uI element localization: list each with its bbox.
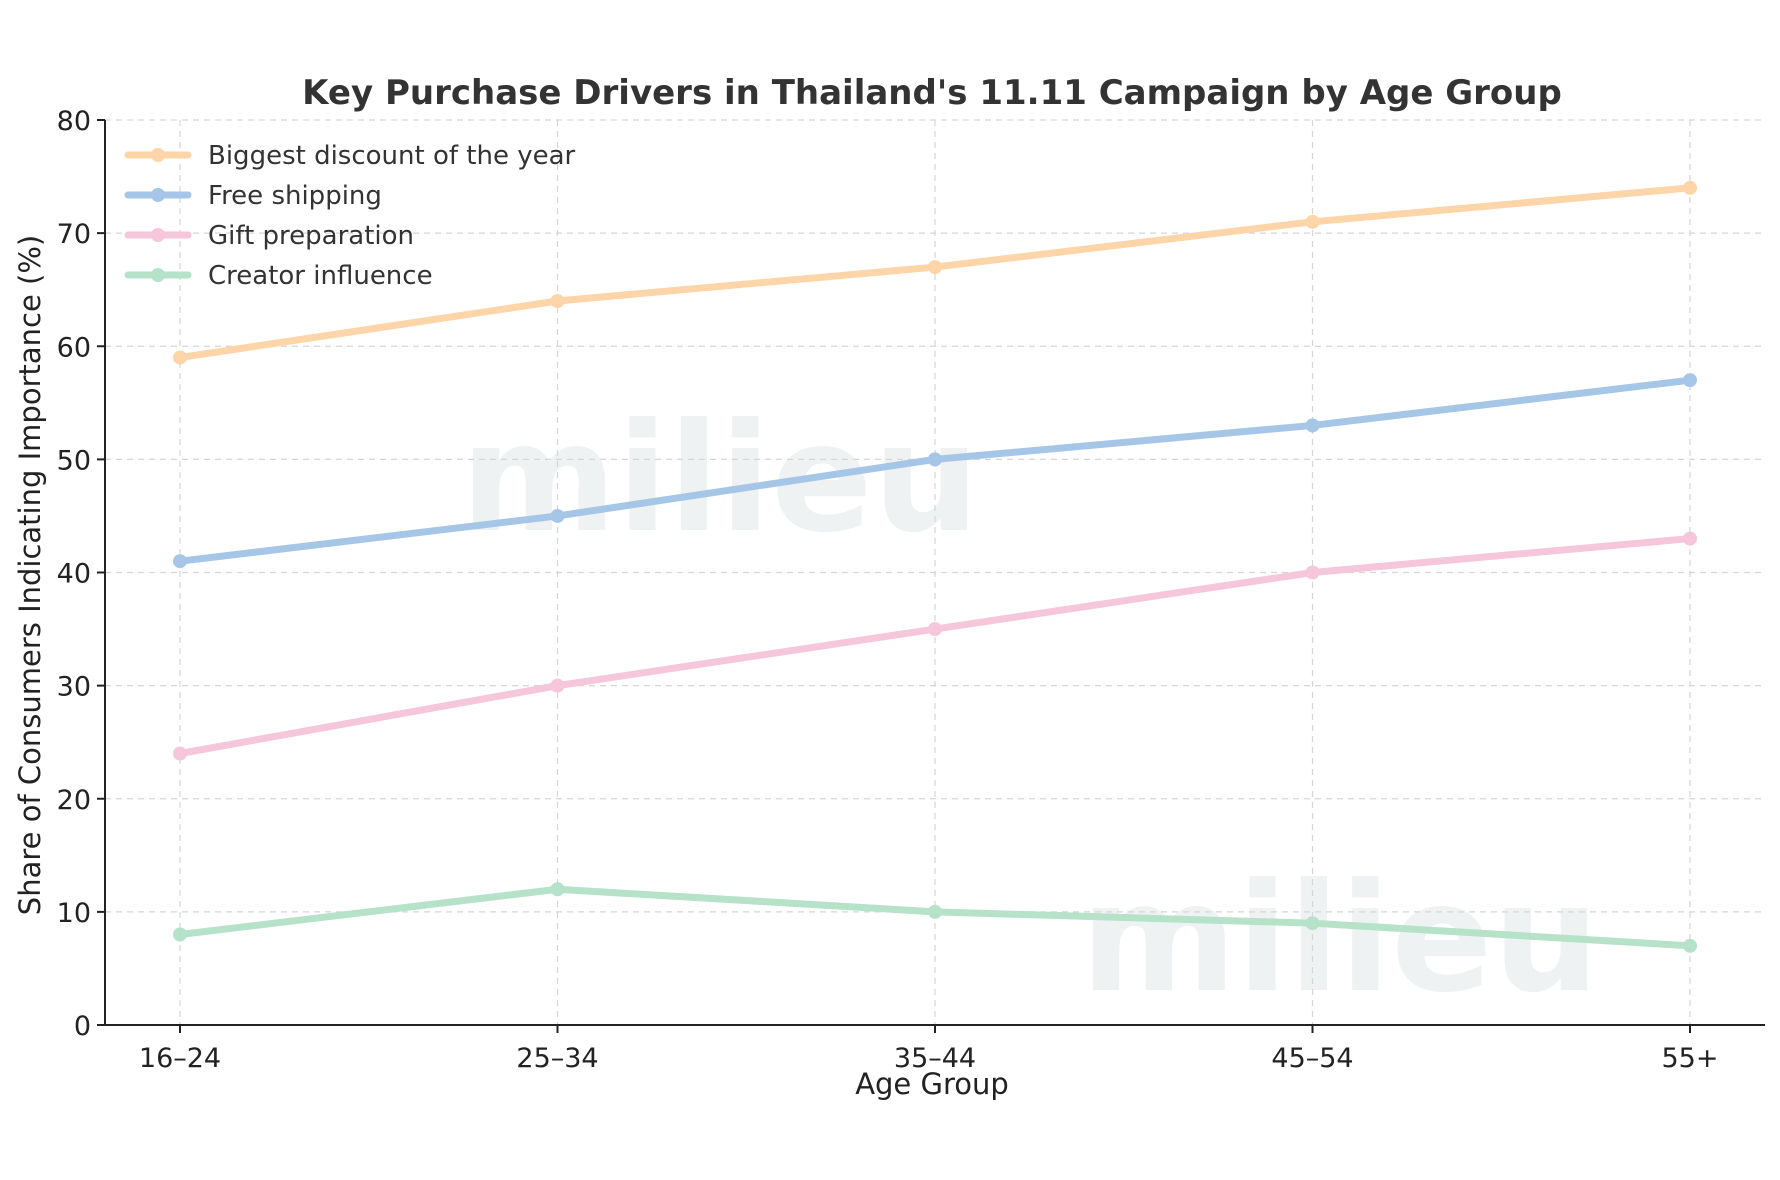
y-axis-label: Share of Consumers Indicating Importance… [13,235,47,915]
chart-title: Key Purchase Drivers in Thailand's 11.11… [302,73,1562,113]
x-tick-label: 45–54 [1271,1043,1353,1074]
y-tick-label: 40 [57,559,91,590]
y-tick-label: 30 [57,672,91,703]
data-point [928,904,942,919]
data-point [1683,531,1697,546]
x-tick-label: 16–24 [139,1043,221,1074]
y-tick-label: 50 [57,445,91,476]
legend: Biggest discount of the year Free shippin… [124,141,576,291]
data-point [1305,565,1320,580]
legend-entry: Creator influence [208,261,433,291]
y-tick-label: 0 [74,1011,91,1042]
data-point [173,554,187,569]
series-lines [173,180,1697,953]
data-point [1683,180,1697,195]
x-tick-label: 25–34 [516,1043,598,1074]
x-tick-label: 55+ [1662,1043,1719,1074]
data-point [173,350,187,365]
axes: 0 10 20 30 40 50 60 70 80 16–24 25–34 35–44 45–54 55+ [57,106,1765,1074]
data-point [928,452,942,467]
legend-entry: Gift preparation [208,221,414,251]
data-point [1305,916,1320,931]
y-tick-label: 20 [57,785,91,816]
series-line-3 [176,535,1694,757]
y-tick-label: 70 [57,219,91,250]
data-point [928,260,942,275]
legend-entry: Biggest discount of the year [208,141,576,171]
legend-marker [151,268,165,282]
x-axis-label: Age Group [855,1067,1009,1101]
watermark-lower: milieu [1080,852,1599,1026]
data-point [1683,373,1697,388]
data-point [550,508,565,523]
data-point [550,882,565,897]
data-point [173,927,187,942]
legend-marker [151,188,165,202]
data-point [550,294,565,308]
data-point [1305,418,1320,433]
legend-marker [151,228,165,242]
x-tick-label: 35–44 [894,1043,976,1074]
legend-marker [151,148,165,162]
y-tick-label: 60 [57,332,91,363]
data-point [1683,938,1697,953]
data-point [928,622,942,637]
watermarks: milieu milieu [460,392,1599,1026]
legend-entry: Free shipping [208,181,382,211]
data-point [550,678,565,693]
watermark-upper: milieu [460,392,979,566]
y-tick-label: 10 [57,898,91,929]
data-point [1305,214,1320,229]
y-tick-label: 80 [57,106,91,137]
data-point [173,746,187,761]
